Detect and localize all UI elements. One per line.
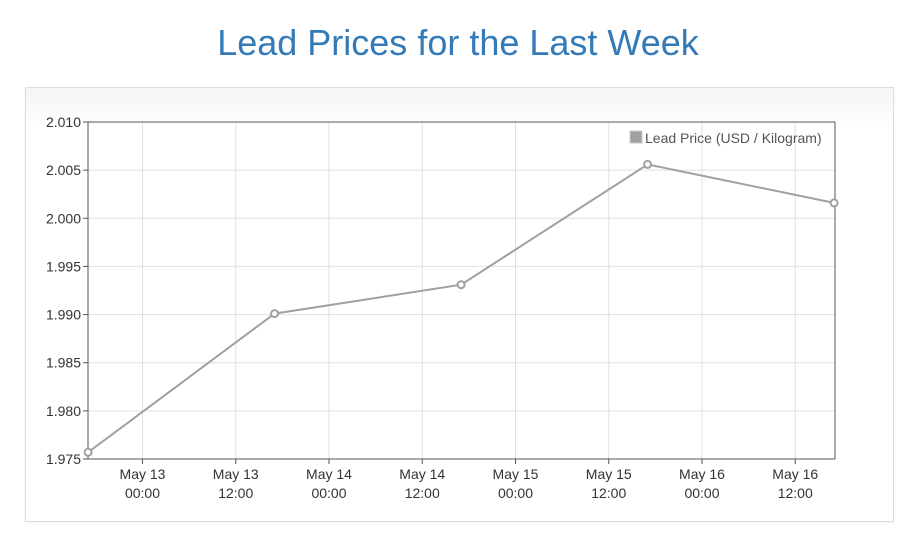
chart-panel xyxy=(25,87,894,522)
series-line xyxy=(87,163,835,454)
x-tick-date: May 14 xyxy=(306,466,352,482)
y-tick-label: 1.980 xyxy=(46,403,81,419)
data-point[interactable] xyxy=(270,309,280,319)
x-tick-date: May 16 xyxy=(772,466,818,482)
x-tick-time: 12:00 xyxy=(405,485,440,501)
x-tick-time: 12:00 xyxy=(591,485,626,501)
x-tick-date: May 15 xyxy=(493,466,539,482)
x-tick-date: May 15 xyxy=(586,466,632,482)
y-tick-label: 1.990 xyxy=(46,307,81,323)
y-tick-label: 1.995 xyxy=(46,258,81,274)
data-point[interactable] xyxy=(643,159,653,169)
legend-swatch[interactable] xyxy=(629,130,643,144)
x-tick-date: May 16 xyxy=(679,466,725,482)
series xyxy=(83,159,839,457)
y-tick-label: 2.005 xyxy=(46,162,81,178)
x-tick-time: 00:00 xyxy=(498,485,533,501)
x-tick-time: 00:00 xyxy=(125,485,160,501)
x-tick-date: May 14 xyxy=(399,466,445,482)
x-tick-date: May 13 xyxy=(213,466,259,482)
x-tick-time: 00:00 xyxy=(684,485,719,501)
y-tick-label: 2.000 xyxy=(46,210,81,226)
y-tick-label: 1.975 xyxy=(46,451,81,467)
y-axis-ticks: 1.975 1.980 1.985 1.990 1.995 2.000 2.005 2.010 xyxy=(46,114,88,467)
chart-title: Lead Prices for the Last Week xyxy=(217,22,699,63)
x-tick-date: May 13 xyxy=(120,466,166,482)
grid xyxy=(88,121,835,460)
y-tick-label: 2.010 xyxy=(46,114,81,130)
data-point[interactable] xyxy=(83,447,93,457)
legend-label[interactable]: Lead Price (USD / Kilogram) xyxy=(645,130,822,146)
y-tick-label: 1.985 xyxy=(46,355,81,371)
data-point[interactable] xyxy=(456,280,466,290)
axes xyxy=(87,121,836,460)
x-axis-ticks: May 13 00:00 May 13 12:00 May 14 00:00 May 14 1… xyxy=(120,459,818,501)
data-point[interactable] xyxy=(829,198,839,208)
legend[interactable]: Lead Price (USD / Kilogram) xyxy=(629,130,822,146)
x-tick-time: 00:00 xyxy=(311,485,346,501)
x-tick-time: 12:00 xyxy=(778,485,813,501)
x-tick-time: 12:00 xyxy=(218,485,253,501)
